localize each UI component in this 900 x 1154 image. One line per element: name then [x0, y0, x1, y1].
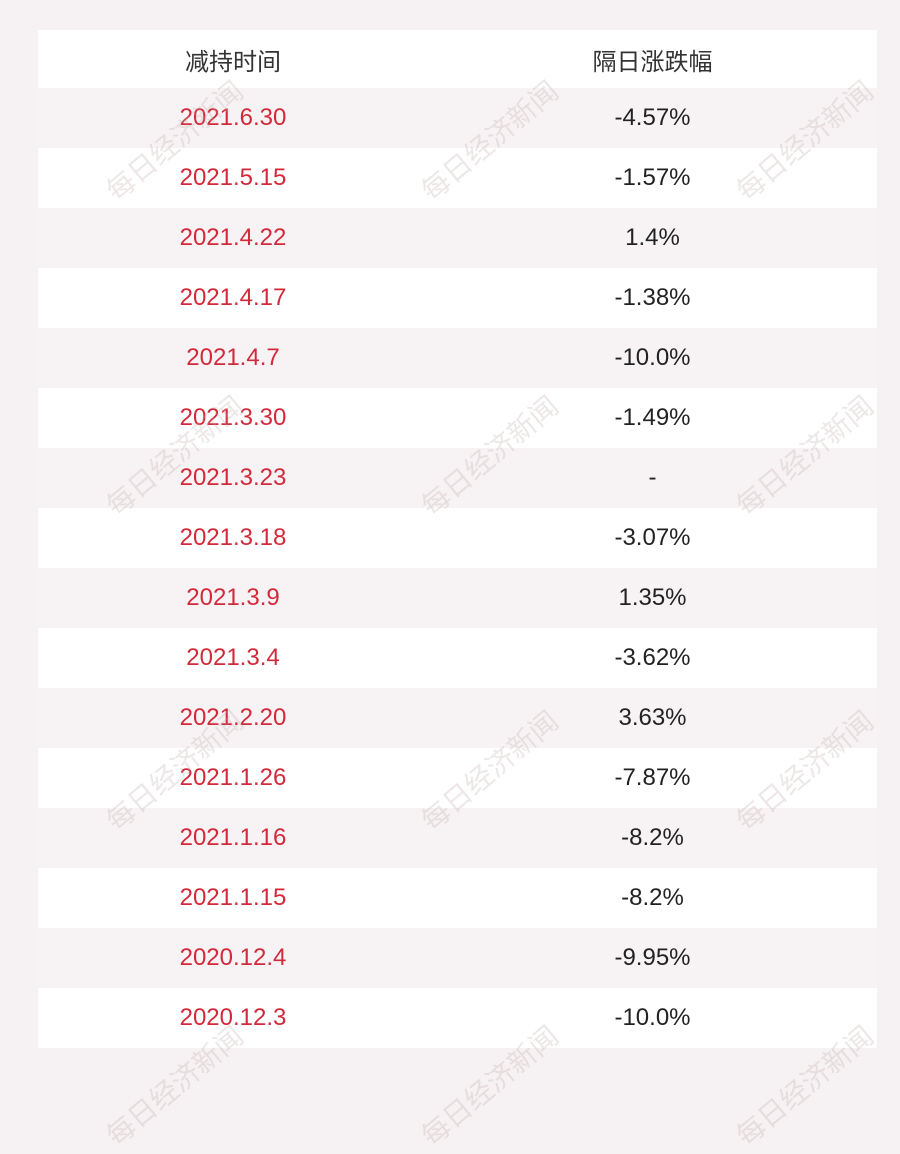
change-cell: -8.2% [428, 808, 877, 868]
table-row: 2021.4.22 1.4% [38, 208, 877, 268]
change-cell: -10.0% [428, 988, 877, 1048]
date-cell: 2021.1.15 [38, 868, 428, 928]
table-row: 2021.3.9 1.35% [38, 568, 877, 628]
table-row: 2021.1.26 -7.87% [38, 748, 877, 808]
table-row: 2020.12.3 -10.0% [38, 988, 877, 1048]
table-row: 2021.2.20 3.63% [38, 688, 877, 748]
change-cell: 3.63% [428, 688, 877, 748]
date-cell: 2021.4.22 [38, 208, 428, 268]
date-cell: 2021.6.30 [38, 88, 428, 148]
change-cell: -1.57% [428, 148, 877, 208]
table-row: 2020.12.4 -9.95% [38, 928, 877, 988]
date-cell: 2021.1.26 [38, 748, 428, 808]
date-cell: 2021.3.18 [38, 508, 428, 568]
table: 减持时间 隔日涨跌幅 2021.6.30 -4.57% 2021.5.15 -1.57… [38, 30, 877, 1048]
change-cell: -7.87% [428, 748, 877, 808]
table-row: 2021.4.7 -10.0% [38, 328, 877, 388]
date-cell: 2020.12.4 [38, 928, 428, 988]
change-cell: -1.49% [428, 388, 877, 448]
date-cell: 2020.12.3 [38, 988, 428, 1048]
date-cell: 2021.3.4 [38, 628, 428, 688]
change-cell: -4.57% [428, 88, 877, 148]
change-cell: -9.95% [428, 928, 877, 988]
table-row: 2021.5.15 -1.57% [38, 148, 877, 208]
change-cell: - [428, 448, 877, 508]
table-row: 2021.3.30 -1.49% [38, 388, 877, 448]
date-cell: 2021.3.9 [38, 568, 428, 628]
change-cell: -10.0% [428, 328, 877, 388]
table-row: 2021.1.15 -8.2% [38, 868, 877, 928]
table-row: 2021.4.17 -1.38% [38, 268, 877, 328]
date-cell: 2021.4.7 [38, 328, 428, 388]
table-row: 2021.3.4 -3.62% [38, 628, 877, 688]
change-cell: -3.07% [428, 508, 877, 568]
date-cell: 2021.3.23 [38, 448, 428, 508]
page: {"table": { "header": ["减持时间", "隔日涨跌幅"],… [38, 30, 880, 1153]
header-row: 减持时间 隔日涨跌幅 [38, 30, 877, 88]
date-cell: 2021.5.15 [38, 148, 428, 208]
change-cell: -1.38% [428, 268, 877, 328]
table-row: 2021.6.30 -4.57% [38, 88, 877, 148]
change-cell: 1.4% [428, 208, 877, 268]
date-cell: 2021.3.30 [38, 388, 428, 448]
header-cell: 减持时间 [38, 30, 428, 88]
table-body: 2021.6.30 -4.57% 2021.5.15 -1.57% 2021.4.22 1… [38, 88, 877, 1048]
table-row: 2021.3.23- [38, 448, 877, 508]
date-cell: 2021.1.16 [38, 808, 428, 868]
change-cell: -3.62% [428, 628, 877, 688]
change-cell: 1.35% [428, 568, 877, 628]
table-row: 2021.3.18 -3.07% [38, 508, 877, 568]
date-cell: 2021.2.20 [38, 688, 428, 748]
header-cell: 隔日涨跌幅 [428, 30, 877, 88]
change-cell: -8.2% [428, 868, 877, 928]
table-row: 2021.1.16 -8.2% [38, 808, 877, 868]
date-cell: 2021.4.17 [38, 268, 428, 328]
